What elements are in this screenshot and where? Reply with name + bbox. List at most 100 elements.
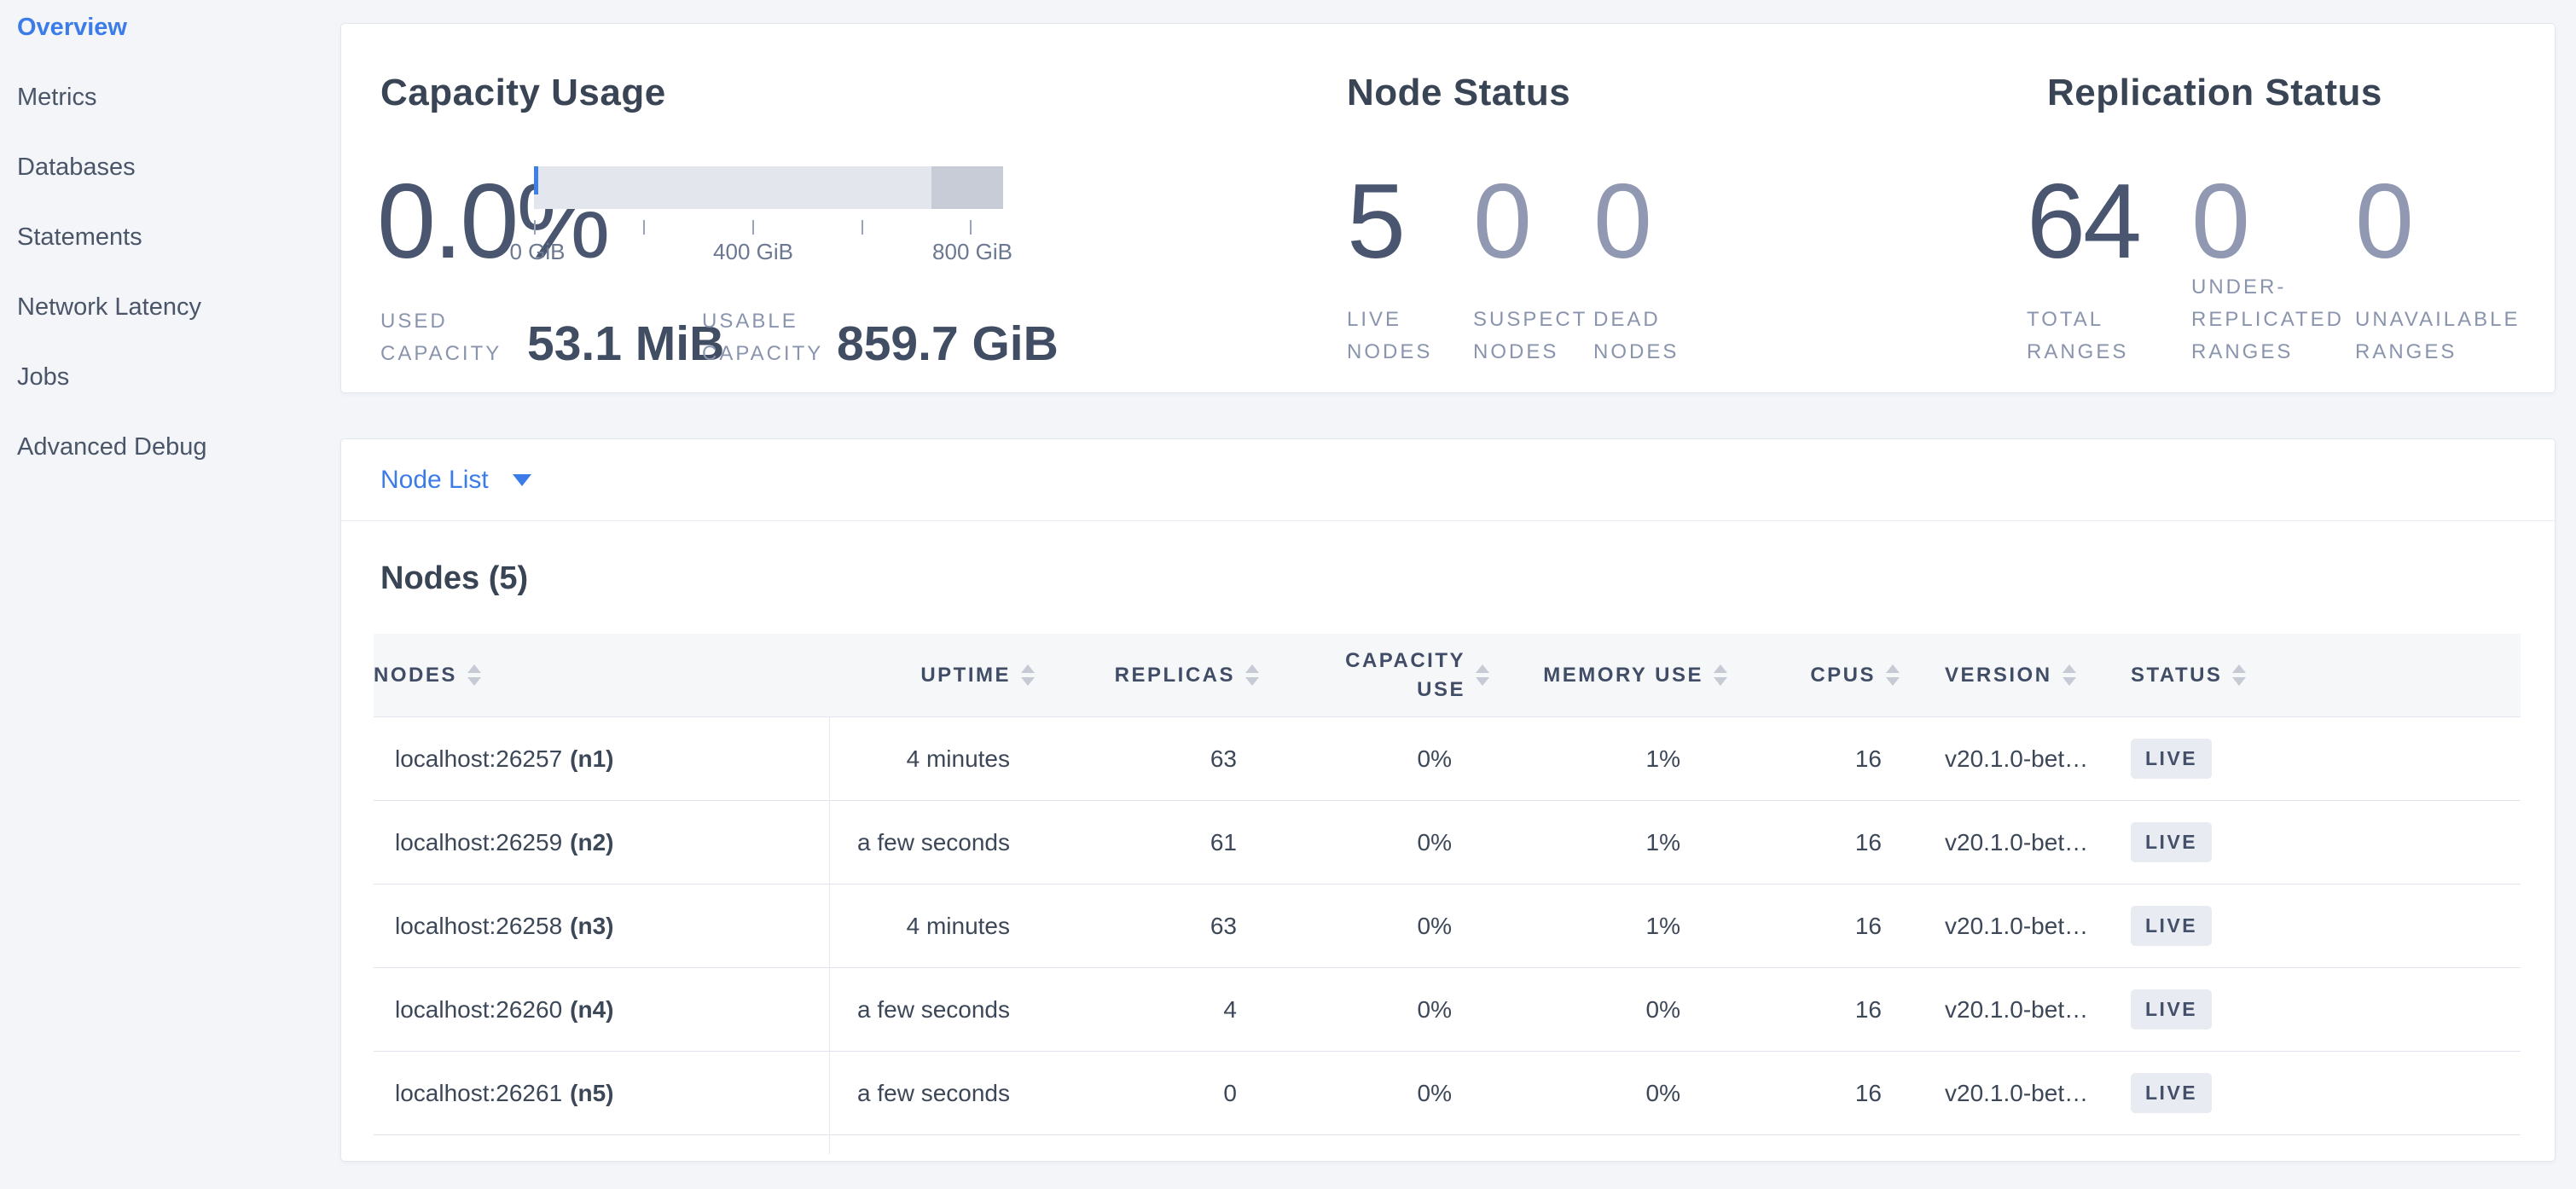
column-header-label: MEMORY USE [1543, 663, 1703, 687]
column-header-uptime[interactable]: UPTIME [829, 634, 1038, 716]
column-header-replicas[interactable]: REPLICAS [1038, 634, 1262, 716]
table-row: localhost:26260 (n4) a few seconds 4 0% 0… [374, 968, 2521, 1052]
column-header-label: UPTIME [920, 663, 1011, 687]
sort-arrows-icon [1021, 664, 1035, 686]
sort-arrows-icon [1714, 664, 1727, 686]
node-list-card: Node List Nodes (5) NODES UPTIME REPLICA… [340, 438, 2556, 1162]
usable-capacity-stat: USABLE CAPACITY 859.7 GiB [702, 305, 1059, 370]
usable-capacity-value: 859.7 GiB [837, 316, 1059, 371]
memory-use-cell: 1% [1645, 912, 1680, 939]
node-address-cell[interactable]: localhost:26260 (n4) [374, 968, 829, 1051]
sidebar-item-jobs[interactable]: Jobs [0, 351, 340, 403]
node-address-cell[interactable]: localhost:26259 (n2) [374, 801, 829, 884]
column-header-status[interactable]: STATUS [2105, 634, 2521, 716]
memory-use-cell: 0% [1645, 1079, 1680, 1106]
gauge-tick [752, 220, 754, 235]
version-cell: v20.1.0-bet… [1945, 745, 2089, 772]
uptime-cell: a few seconds [857, 1079, 1010, 1106]
sort-arrows-icon [1245, 664, 1259, 686]
uptime-cell: a few seconds [857, 995, 1010, 1023]
gauge-tick [643, 220, 645, 235]
node-id: (n4) [570, 995, 614, 1023]
cluster-summary-card: Capacity Usage 0.0% 0 GiB 400 GiB 800 Gi… [340, 23, 2556, 393]
status-badge: LIVE [2131, 739, 2213, 779]
uptime-cell: a few seconds [857, 828, 1010, 856]
node-list-dropdown[interactable]: Node List [341, 439, 2555, 521]
total-ranges-stat: 64 TOTAL RANGES [2027, 24, 2184, 392]
dead-nodes-stat: 0 DEAD NODES [1593, 24, 1713, 392]
sidebar-item-network-latency[interactable]: Network Latency [0, 281, 340, 333]
status-cell: LIVE [2105, 968, 2521, 1051]
column-header-nodes[interactable]: NODES [374, 634, 829, 716]
status-cell: LIVE [2105, 1052, 2521, 1134]
gauge-tick [534, 220, 536, 235]
nodes-table-header: NODES UPTIME REPLICAS CAPACITY USE MEMOR… [374, 634, 2521, 717]
under-replicated-ranges-value: 0 [2191, 163, 2250, 281]
live-nodes-stat: 5 LIVE NODES [1347, 24, 1466, 392]
unavailable-ranges-value: 0 [2355, 163, 2414, 281]
sidebar-item-label: Network Latency [17, 293, 201, 321]
suspect-nodes-label: SUSPECT NODES [1473, 308, 1587, 363]
version-cell: v20.1.0-bet… [1945, 828, 2089, 856]
cpus-cell: 16 [1854, 1079, 1882, 1106]
status-badge: LIVE [2131, 1073, 2213, 1113]
sidebar-item-statements[interactable]: Statements [0, 212, 340, 263]
column-header-label: VERSION [1945, 663, 2052, 687]
column-header-label: STATUS [2131, 663, 2223, 687]
node-status-section: Node Status 5 LIVE NODES 0 SUSPECT NODES… [1347, 24, 1790, 392]
sidebar-item-label: Statements [17, 223, 142, 251]
node-address: localhost:26257 [395, 745, 563, 772]
nodes-column-divider [829, 717, 830, 1154]
version-cell: v20.1.0-bet… [1945, 995, 2089, 1023]
total-ranges-value: 64 [2027, 163, 2142, 281]
capacity-used-marker [534, 166, 538, 194]
capacity-gauge [534, 166, 1003, 209]
replicas-cell: 63 [1210, 912, 1237, 939]
node-address-cell[interactable]: localhost:26258 (n3) [374, 884, 829, 967]
gauge-tick [862, 220, 863, 235]
column-header-label: NODES [374, 663, 457, 687]
sidebar-item-advanced-debug[interactable]: Advanced Debug [0, 421, 340, 473]
status-cell: LIVE [2105, 884, 2521, 967]
node-address: localhost:26259 [395, 828, 563, 856]
sidebar-item-label: Jobs [17, 362, 70, 391]
replicas-cell: 61 [1210, 828, 1237, 856]
under-replicated-ranges-stat: 0 UNDER-REPLICATED RANGES [2191, 24, 2349, 392]
sidebar-item-label: Advanced Debug [17, 432, 207, 461]
nodes-table-title: Nodes (5) [380, 560, 529, 596]
cpus-cell: 16 [1854, 745, 1882, 772]
table-row: localhost:26259 (n2) a few seconds 61 0% … [374, 801, 2521, 884]
gauge-tick-label: 400 GiB [713, 239, 793, 264]
capacity-use-cell: 0% [1417, 912, 1452, 939]
dead-nodes-value: 0 [1593, 163, 1652, 281]
sidebar-item-databases[interactable]: Databases [0, 142, 340, 193]
uptime-cell: 4 minutes [906, 912, 1010, 939]
capacity-use-cell: 0% [1417, 1079, 1452, 1106]
used-capacity-stat: USED CAPACITY 53.1 MiB [380, 305, 724, 370]
node-address-cell[interactable]: localhost:26257 (n1) [374, 717, 829, 800]
replicas-cell: 0 [1223, 1079, 1237, 1106]
column-header-version[interactable]: VERSION [1903, 634, 2105, 716]
unavailable-ranges-label: UNAVAILABLE RANGES [2355, 308, 2521, 363]
memory-use-cell: 1% [1645, 828, 1680, 856]
sidebar-item-overview[interactable]: Overview [0, 2, 340, 53]
used-capacity-value: 53.1 MiB [527, 316, 725, 371]
sort-arrows-icon [1886, 664, 1900, 686]
used-capacity-label: USED CAPACITY [380, 310, 502, 365]
sidebar-item-label: Metrics [17, 83, 97, 111]
sort-arrows-icon [467, 664, 481, 686]
column-header-cpus[interactable]: CPUS [1731, 634, 1903, 716]
sidebar-item-metrics[interactable]: Metrics [0, 72, 340, 123]
nodes-table: NODES UPTIME REPLICAS CAPACITY USE MEMOR… [374, 634, 2521, 1154]
status-badge: LIVE [2131, 906, 2213, 946]
column-header-memory-use[interactable]: MEMORY USE [1493, 634, 1731, 716]
node-id: (n2) [570, 828, 614, 856]
uptime-cell: 4 minutes [906, 745, 1010, 772]
usable-capacity-label: USABLE CAPACITY [702, 310, 824, 365]
column-header-label: CPUS [1810, 663, 1876, 687]
sidebar: Overview Metrics Databases Statements Ne… [0, 0, 340, 1189]
status-cell: LIVE [2105, 801, 2521, 884]
column-header-capacity-use[interactable]: CAPACITY USE [1262, 634, 1493, 716]
node-address-cell[interactable]: localhost:26261 (n5) [374, 1052, 829, 1134]
gauge-tick [970, 220, 972, 235]
